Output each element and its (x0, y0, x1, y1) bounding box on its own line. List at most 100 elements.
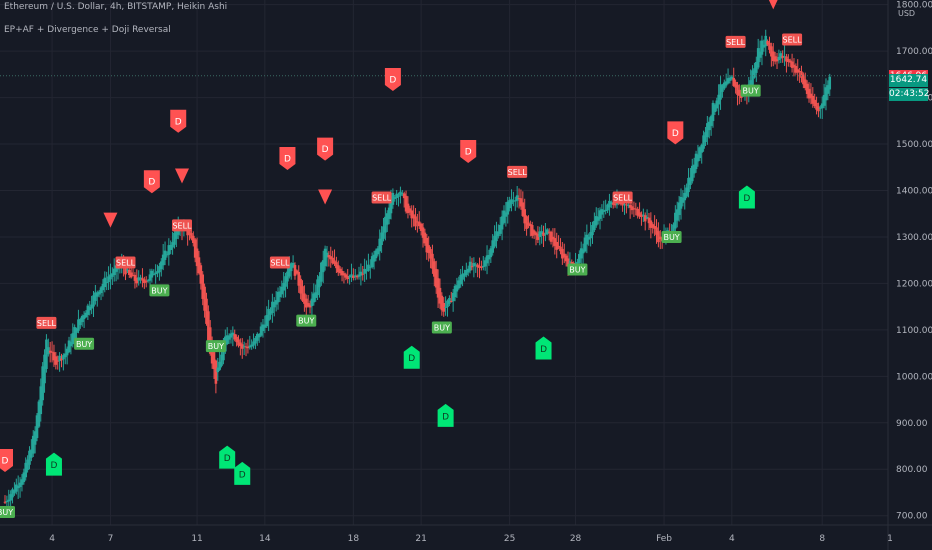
candle-body (318, 276, 321, 288)
candle-body (611, 203, 615, 205)
signal-label: BUY (434, 324, 450, 333)
marker-shape (45, 452, 62, 476)
candle-body (504, 212, 508, 217)
candle-body (700, 144, 704, 153)
candle-body (408, 208, 412, 213)
buy-signal: BUY (740, 84, 761, 97)
candle-body (350, 274, 353, 277)
candle-body (278, 291, 282, 298)
currency-label[interactable]: USD (898, 9, 916, 18)
candle-body (824, 87, 828, 101)
candle-body (414, 216, 417, 227)
candle-body (331, 257, 334, 264)
candle-body (643, 215, 647, 222)
candle-body (773, 56, 777, 62)
candle-body (768, 42, 771, 50)
candle-body (657, 231, 660, 243)
candle-body (811, 95, 815, 104)
candle-body (242, 346, 246, 348)
candle-body (483, 260, 487, 267)
doji-reversal-triangle (768, 0, 778, 10)
candle-body (272, 301, 276, 308)
bearish-divergence-marker: D (279, 146, 296, 170)
candle-body (3, 501, 7, 503)
candle-body (679, 196, 683, 209)
time-tick-label: 4 (729, 534, 735, 544)
candle-body (448, 298, 451, 304)
candle-body (730, 76, 734, 80)
candle-body (73, 327, 76, 339)
candle-body (480, 266, 483, 268)
candle-body (48, 350, 52, 353)
marker-letter: D (672, 129, 679, 139)
time-tick-label: 14 (259, 534, 271, 544)
candle-body (24, 462, 28, 478)
candle-body (634, 208, 638, 210)
marker-letter: D (50, 461, 57, 471)
candle-body (406, 203, 410, 214)
candle-body (312, 293, 316, 303)
signal-box (371, 191, 392, 204)
candle-body (513, 200, 517, 202)
signal-label: BUY (76, 340, 92, 349)
candle-body (291, 262, 295, 268)
candle-body (216, 367, 220, 373)
signal-box (612, 191, 633, 204)
candle-body (94, 292, 97, 301)
candle-body (726, 78, 730, 84)
candle-body (67, 340, 71, 353)
candle-body (370, 256, 374, 268)
candle-body (521, 202, 525, 216)
candle-body (585, 234, 589, 245)
marker-letter: D (743, 194, 750, 204)
signal-markers: SELL SELL SELL SELL SELL SELL SELL SELL SELL BUY B… (0, 0, 802, 518)
candle-body (361, 273, 365, 275)
candle-body (101, 283, 105, 291)
marker-shape (403, 345, 420, 369)
candle-body (651, 224, 655, 228)
candle-body (248, 345, 252, 348)
candle-body (709, 116, 713, 126)
candle-body (402, 193, 406, 199)
candle-body (254, 338, 257, 344)
candle-body (340, 270, 344, 276)
candle-body (41, 366, 44, 401)
candle-body (491, 240, 494, 253)
candle-body (636, 208, 639, 216)
candle-body (433, 261, 436, 277)
candle-body (299, 278, 302, 294)
candle-body (777, 56, 781, 61)
candle-body (152, 274, 156, 276)
bullish-divergence-marker: D (738, 185, 755, 209)
candle-body (696, 154, 700, 162)
candle-body (446, 300, 449, 308)
candle-body (135, 277, 139, 284)
signal-label: SELL (372, 193, 392, 202)
candle-body (271, 301, 274, 313)
candle-body (368, 266, 372, 268)
candle-body (495, 231, 498, 242)
signal-label: BUY (298, 317, 314, 326)
indicator-label: EP+AF + Divergence + Doji Reversal (4, 25, 171, 35)
candle-body (566, 258, 570, 267)
candle-body (363, 268, 366, 274)
candle-body (212, 352, 216, 370)
candle-body (427, 245, 430, 254)
candle-body (97, 291, 101, 295)
candle-body (173, 232, 176, 245)
candle-body (144, 281, 148, 283)
signal-box (172, 219, 192, 232)
sell-signal: SELL (507, 165, 527, 178)
price-tick-label: 1100.00 (896, 326, 932, 336)
candle-body (201, 274, 205, 299)
candle-body (578, 254, 581, 263)
doji-reversal-triangle (318, 189, 333, 205)
candle-body (391, 192, 395, 205)
candle-body (54, 356, 58, 365)
candle-body (199, 265, 203, 284)
signal-box (149, 284, 170, 297)
candle-body (126, 269, 129, 271)
buy-signal: BUY (205, 340, 226, 353)
